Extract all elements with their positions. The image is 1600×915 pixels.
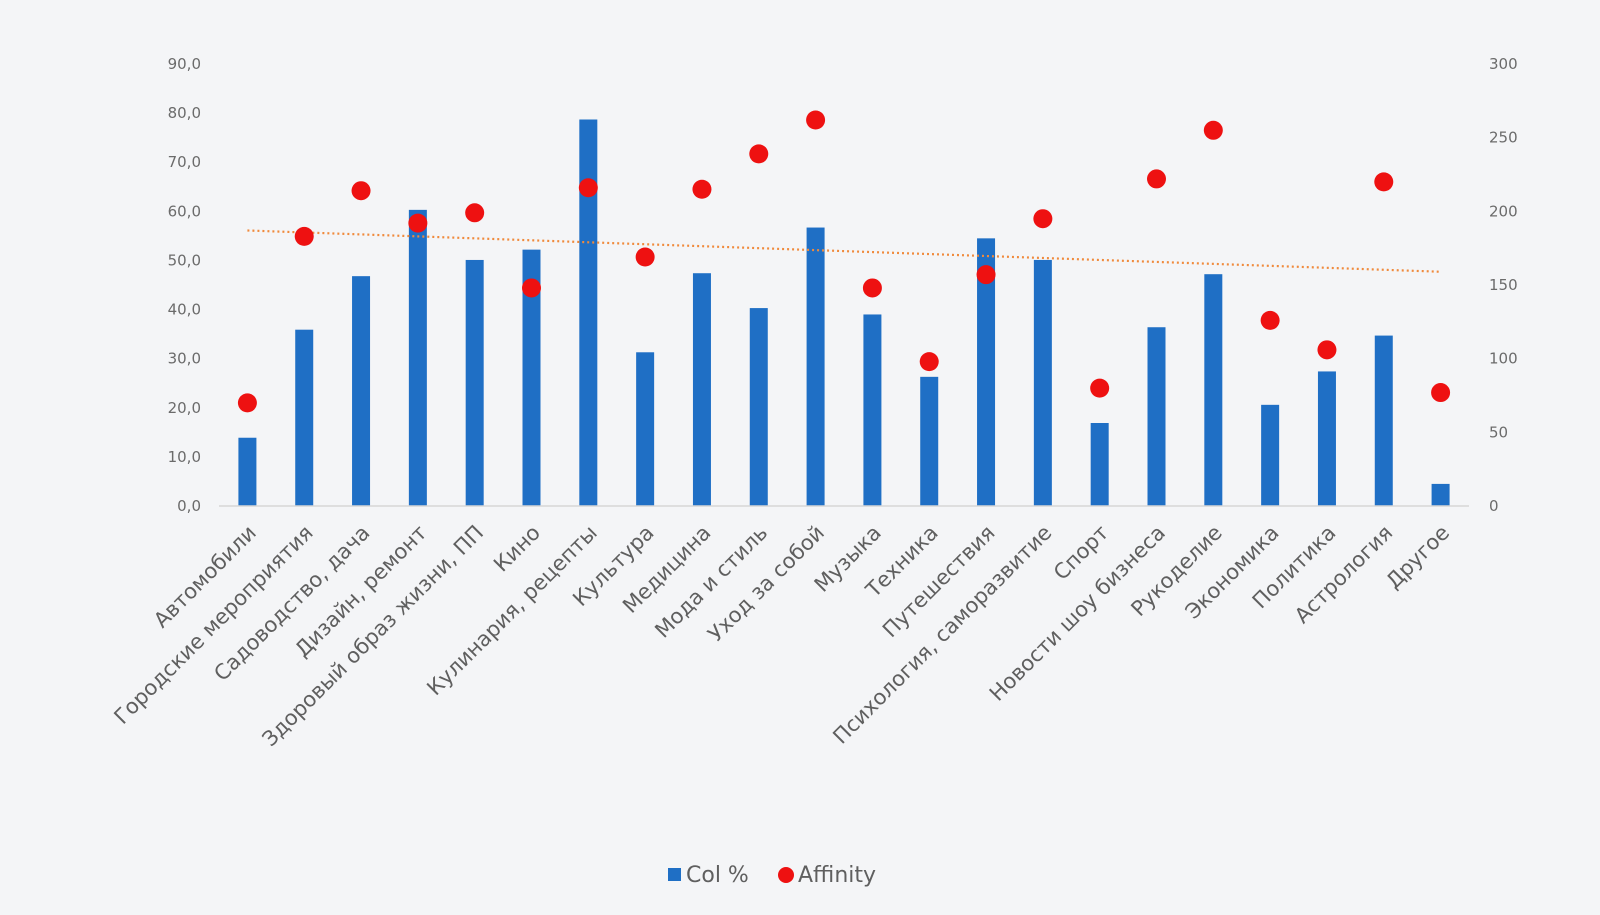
col-pct-bar [806, 227, 825, 507]
affinity-point [919, 352, 939, 372]
left-tick-label: 50,0 [168, 251, 201, 269]
affinity-points [237, 110, 1451, 413]
affinity-trendline [247, 229, 1441, 273]
right-y-axis: 0 50 100 150 200 250 300 [1489, 55, 1518, 515]
col-pct-bar [579, 119, 598, 507]
affinity-point [1317, 340, 1337, 360]
col-pct-bar [1204, 274, 1223, 506]
col-pct-bar [522, 249, 541, 506]
left-tick-label: 90,0 [168, 55, 201, 73]
col-pct-bar [977, 238, 996, 506]
legend-circle-icon [778, 867, 794, 883]
category-label: Астрология [1290, 521, 1397, 628]
col-pct-bar [749, 308, 768, 506]
affinity-point [294, 226, 314, 246]
col-pct-bar [1147, 327, 1166, 506]
affinity-point [1431, 383, 1451, 403]
affinity-point [1260, 310, 1280, 330]
col-pct-bar [692, 273, 711, 506]
left-tick-label: 30,0 [168, 350, 201, 368]
right-tick-label: 0 [1489, 497, 1499, 515]
legend-label-col-pct: Col % [686, 863, 749, 888]
affinity-point [1203, 120, 1223, 140]
left-tick-label: 0,0 [177, 497, 201, 515]
left-y-axis: 0,0 10,0 20,0 30,0 40,0 50,0 60,0 70,0 80,0 90,0 [168, 55, 201, 515]
col-pct-bar [465, 259, 484, 506]
right-tick-label: 250 [1489, 129, 1518, 147]
right-tick-label: 300 [1489, 55, 1518, 73]
affinity-point [1147, 169, 1166, 189]
col-pct-bar [1033, 259, 1052, 506]
left-tick-label: 10,0 [168, 448, 201, 466]
affinity-point [1033, 209, 1053, 229]
affinity-point [465, 203, 485, 223]
affinity-point [522, 278, 541, 298]
affinity-point [1090, 378, 1110, 398]
right-tick-label: 50 [1489, 423, 1508, 441]
col-pct-bar [636, 352, 655, 506]
col-pct-bar [1090, 423, 1109, 506]
legend-square-icon [668, 868, 681, 881]
affinity-point [635, 247, 655, 267]
left-tick-label: 70,0 [168, 153, 201, 171]
col-pct-bar [295, 329, 314, 506]
legend: Col % Affinity [668, 863, 876, 888]
col-pct-bar [408, 209, 427, 507]
col-pct-bar [1317, 371, 1336, 506]
trendline [247, 229, 1441, 273]
affinity-point [692, 179, 712, 199]
affinity-point [806, 110, 826, 130]
col-pct-bar [1431, 483, 1450, 506]
col-pct-bar [1261, 404, 1280, 506]
left-tick-label: 20,0 [168, 399, 201, 417]
col-pct-bar [238, 437, 257, 506]
right-tick-label: 200 [1489, 202, 1518, 220]
left-tick-label: 40,0 [168, 301, 201, 319]
right-tick-label: 100 [1489, 350, 1518, 368]
left-tick-label: 60,0 [168, 202, 201, 220]
col-pct-bar [920, 376, 939, 506]
affinity-point [1374, 172, 1394, 192]
affinity-point [749, 144, 769, 164]
col-pct-bar [1374, 335, 1393, 506]
legend-label-affinity: Affinity [798, 863, 876, 888]
col-pct-bar [352, 276, 371, 506]
affinity-point [351, 181, 371, 201]
col-pct-bar [863, 314, 882, 506]
col-pct-bars [238, 119, 1450, 507]
affinity-point [237, 393, 257, 413]
affinity-point [862, 278, 882, 298]
left-tick-label: 80,0 [168, 104, 201, 122]
affinity-point [408, 213, 428, 233]
affinity-point [578, 178, 598, 198]
right-tick-label: 150 [1489, 276, 1518, 294]
affinity-point [976, 265, 996, 285]
category-label: Другое [1381, 521, 1454, 594]
